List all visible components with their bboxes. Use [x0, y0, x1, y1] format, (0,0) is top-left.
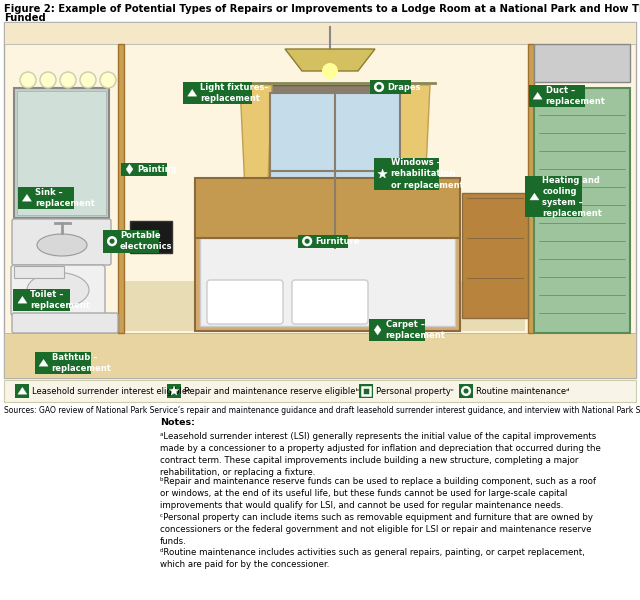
Bar	[15, 384, 29, 398]
Bar	[195, 183, 460, 331]
FancyBboxPatch shape	[207, 280, 283, 324]
Polygon shape	[39, 359, 48, 366]
Bar	[374, 158, 439, 190]
Bar	[120, 163, 168, 176]
Bar	[167, 384, 181, 398]
Polygon shape	[533, 92, 542, 99]
Bar	[298, 235, 348, 248]
Circle shape	[322, 63, 338, 79]
Circle shape	[80, 72, 96, 88]
Polygon shape	[188, 89, 196, 96]
Polygon shape	[374, 325, 381, 335]
FancyBboxPatch shape	[12, 219, 111, 265]
Bar	[130, 221, 172, 253]
Bar	[369, 319, 425, 341]
Text: Routine maintenanceᵈ: Routine maintenanceᵈ	[476, 386, 570, 395]
Bar	[462, 193, 528, 318]
Text: ᵇRepair and maintenance reserve funds can be used to replace a building componen: ᵇRepair and maintenance reserve funds ca…	[160, 477, 596, 510]
Text: Light fixtures–
replacement: Light fixtures– replacement	[200, 83, 269, 103]
Polygon shape	[18, 296, 27, 303]
Text: Sources: GAO review of National Park Service’s repair and maintenance guidance a: Sources: GAO review of National Park Ser…	[4, 406, 640, 415]
Text: Sink –
replacement: Sink – replacement	[35, 188, 95, 208]
Ellipse shape	[27, 272, 89, 307]
Bar	[14, 266, 64, 278]
Bar	[370, 80, 411, 94]
Polygon shape	[398, 85, 430, 253]
Bar	[529, 85, 585, 107]
Polygon shape	[22, 194, 31, 201]
Bar	[4, 333, 636, 378]
Polygon shape	[18, 388, 27, 394]
Bar	[4, 380, 636, 402]
Bar	[118, 44, 124, 333]
Bar	[17, 91, 106, 215]
Bar	[200, 238, 455, 326]
Bar	[18, 187, 74, 209]
Text: ᵃLeasehold surrender interest (LSI) generally represents the initial value of th: ᵃLeasehold surrender interest (LSI) gene…	[160, 432, 601, 478]
Text: ᵈRoutine maintenance includes activities such as general repairs, painting, or c: ᵈRoutine maintenance includes activities…	[160, 548, 585, 569]
Bar	[4, 22, 636, 44]
Text: Figure 2: Example of Potential Types of Repairs or Improvements to a Lodge Room : Figure 2: Example of Potential Types of …	[4, 4, 640, 14]
Polygon shape	[126, 164, 133, 174]
Polygon shape	[378, 169, 387, 178]
Circle shape	[60, 72, 76, 88]
Text: Leasehold surrender interest eligibleᵃ: Leasehold surrender interest eligibleᵃ	[33, 386, 191, 395]
Bar	[195, 178, 460, 238]
Text: Portable
electronics: Portable electronics	[120, 231, 173, 251]
Text: Duct –
replacement: Duct – replacement	[546, 86, 605, 106]
Text: Repair and maintenance reserve eligibleᵇ: Repair and maintenance reserve eligibleᵇ	[184, 386, 359, 395]
Bar	[270, 93, 400, 248]
Polygon shape	[285, 49, 375, 71]
Text: Toilet –
replacement: Toilet – replacement	[31, 290, 90, 310]
Bar	[4, 22, 636, 378]
Text: Notes:: Notes:	[160, 418, 195, 427]
Bar	[262, 85, 408, 256]
Polygon shape	[530, 193, 539, 200]
Bar	[359, 384, 373, 398]
Bar	[183, 82, 252, 104]
Bar	[35, 352, 91, 374]
Polygon shape	[170, 386, 179, 395]
Ellipse shape	[37, 234, 87, 256]
Text: Windows –
rehabilitation
or replacement: Windows – rehabilitation or replacement	[390, 158, 463, 190]
Text: Furniture: Furniture	[315, 236, 360, 246]
Circle shape	[100, 72, 116, 88]
Bar	[362, 387, 370, 395]
Text: Bathtub –
replacement: Bathtub – replacement	[52, 353, 111, 373]
Bar	[14, 88, 109, 218]
Bar	[534, 44, 630, 82]
Bar	[13, 289, 70, 311]
Text: 12:00: 12:00	[143, 232, 159, 238]
Polygon shape	[240, 85, 272, 253]
Circle shape	[20, 72, 36, 88]
Text: Drapes: Drapes	[387, 82, 420, 91]
Bar	[125, 281, 525, 331]
Text: Painting: Painting	[138, 165, 177, 174]
Bar	[459, 384, 473, 398]
FancyBboxPatch shape	[292, 280, 368, 324]
Bar	[525, 176, 582, 217]
Text: Heating and
cooling
system –
replacement: Heating and cooling system – replacement	[543, 176, 602, 218]
Text: ᶜPersonal property can include items such as removable equipment and furniture t: ᶜPersonal property can include items suc…	[160, 512, 593, 546]
Bar	[103, 230, 159, 253]
Text: Personal propertyᶜ: Personal propertyᶜ	[376, 386, 454, 395]
Bar	[534, 88, 630, 333]
Circle shape	[40, 72, 56, 88]
FancyBboxPatch shape	[11, 265, 105, 316]
Text: Carpet –
replacement: Carpet – replacement	[386, 320, 445, 340]
Bar	[528, 44, 534, 333]
Text: Funded: Funded	[4, 13, 45, 23]
FancyBboxPatch shape	[12, 313, 118, 333]
